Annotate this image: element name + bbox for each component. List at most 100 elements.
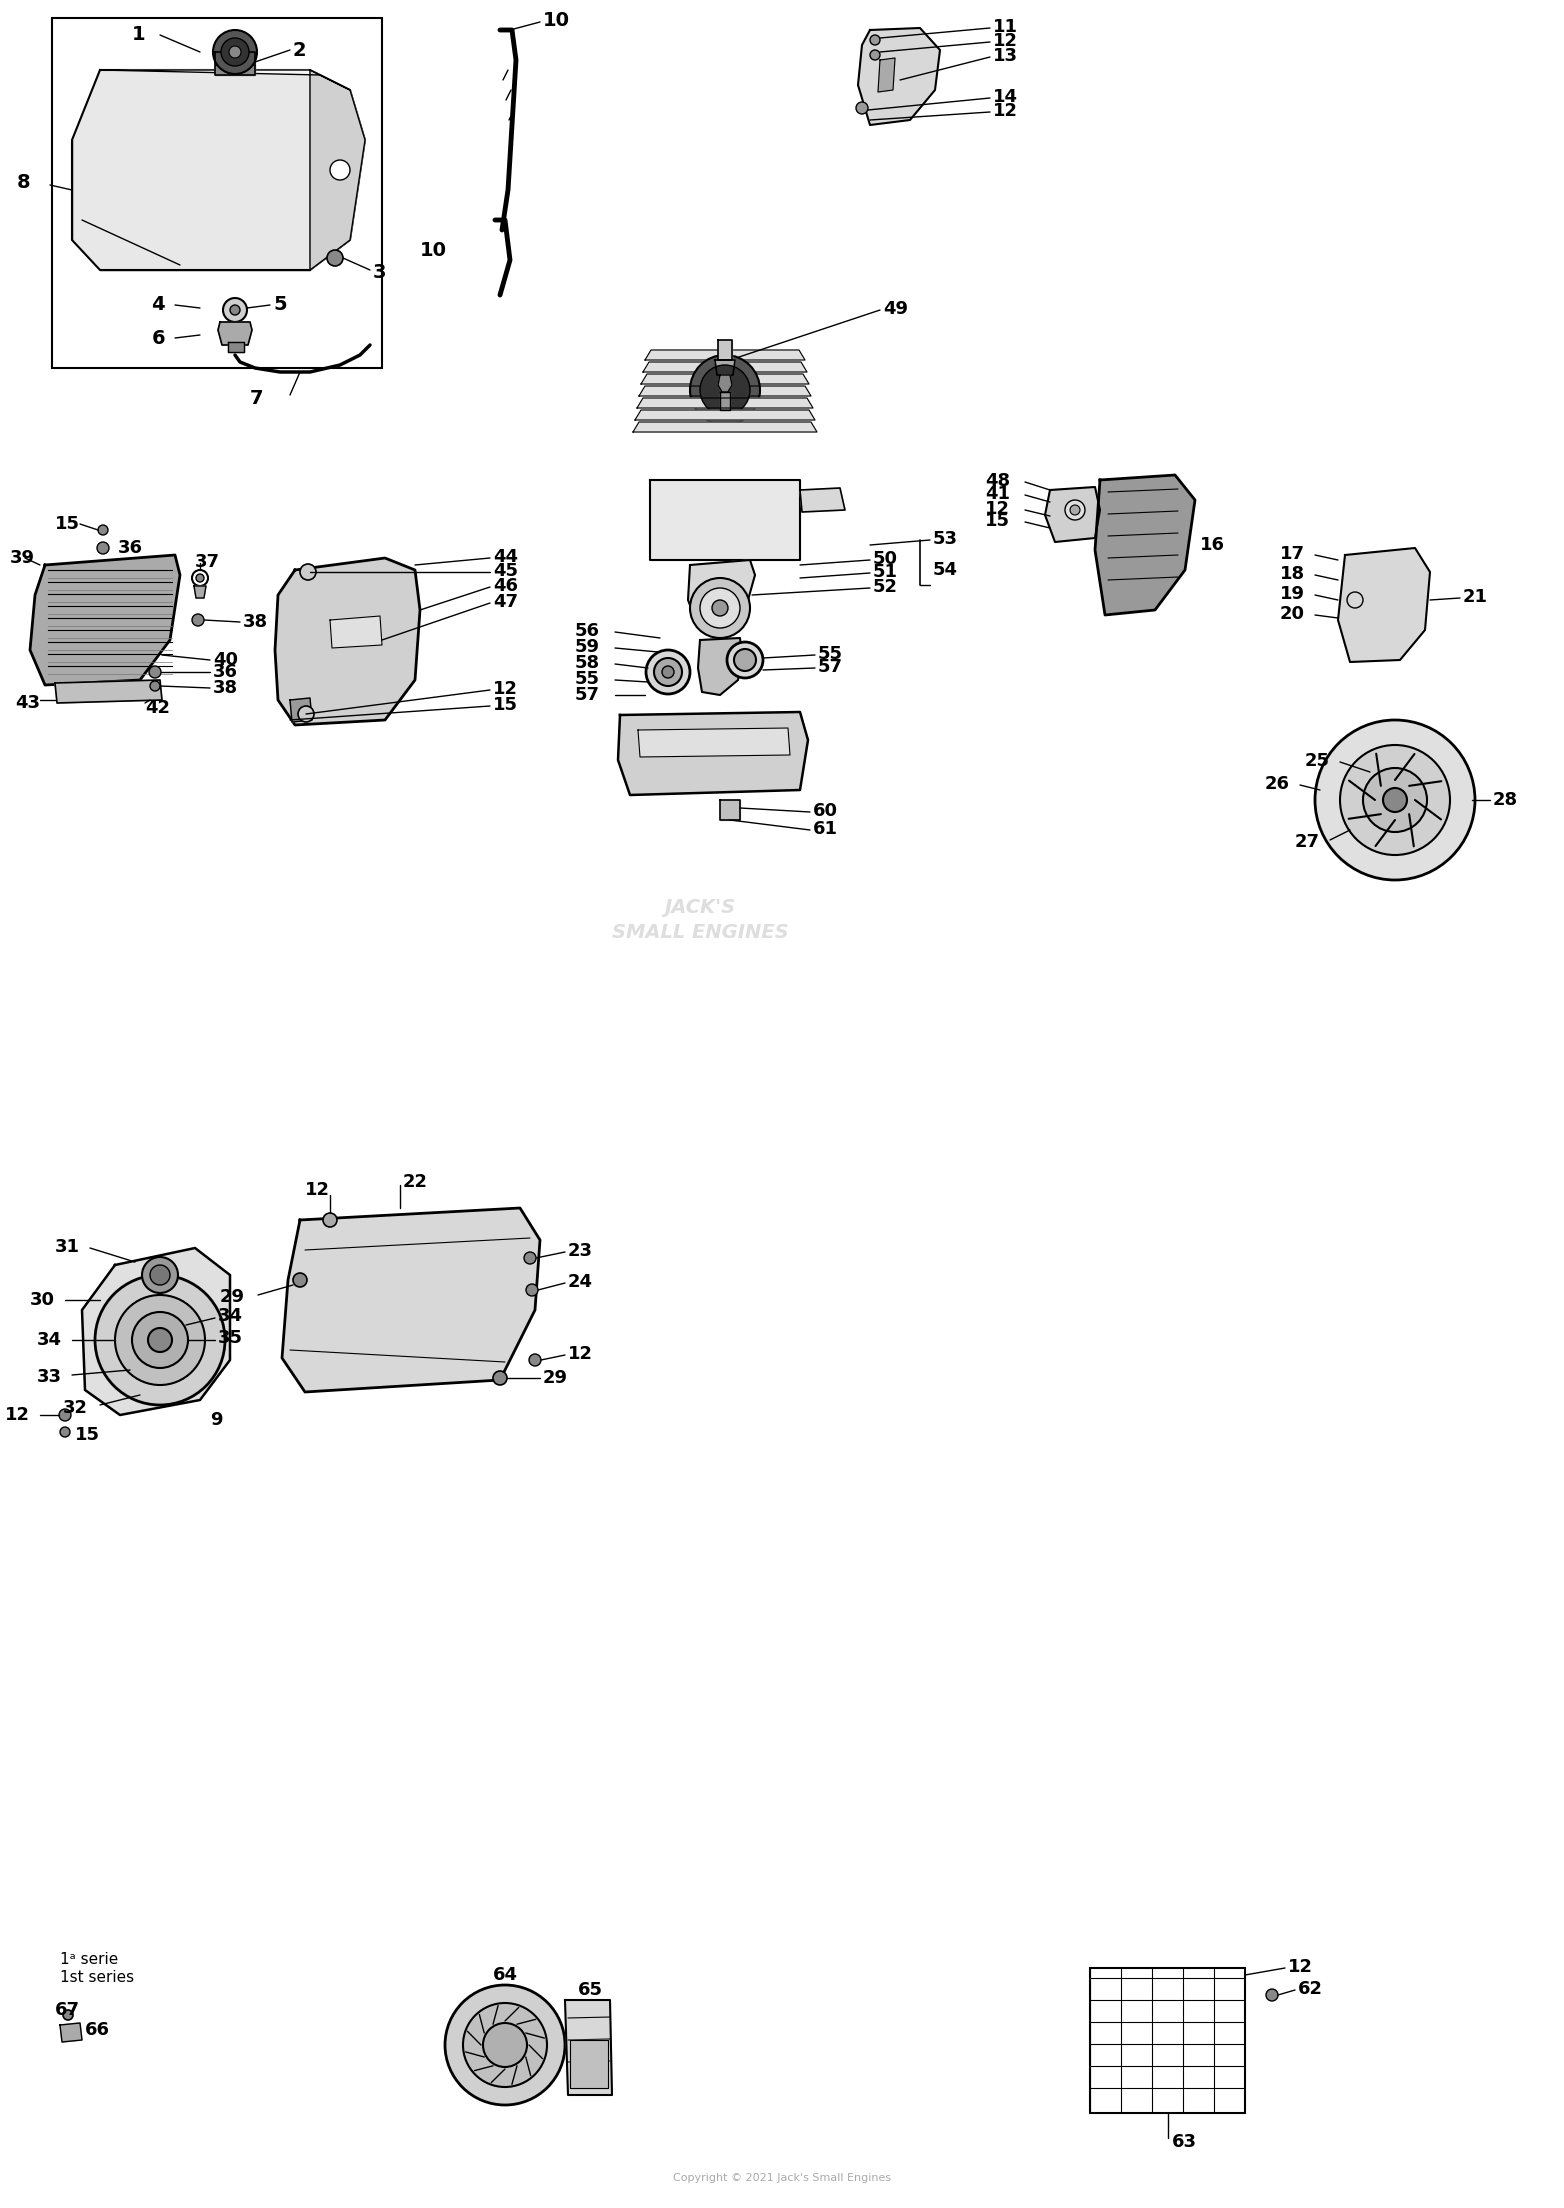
Polygon shape — [569, 2040, 608, 2089]
Polygon shape — [1337, 548, 1429, 662]
Circle shape — [446, 1985, 565, 2104]
Text: 62: 62 — [1298, 1981, 1323, 1998]
Polygon shape — [289, 698, 311, 722]
Text: 38: 38 — [213, 680, 238, 698]
Text: 42: 42 — [145, 700, 170, 718]
Text: 1: 1 — [131, 26, 145, 44]
Text: 56: 56 — [576, 623, 601, 640]
Polygon shape — [214, 53, 255, 75]
Text: 12: 12 — [305, 1181, 330, 1199]
Circle shape — [1265, 1989, 1278, 2000]
Circle shape — [97, 541, 109, 554]
Circle shape — [1065, 499, 1085, 521]
Circle shape — [196, 574, 203, 583]
Text: 43: 43 — [16, 693, 41, 711]
Polygon shape — [719, 393, 730, 411]
Text: 36: 36 — [213, 662, 238, 680]
Polygon shape — [59, 2023, 81, 2042]
Polygon shape — [641, 373, 809, 384]
Polygon shape — [100, 71, 350, 91]
Polygon shape — [1095, 475, 1195, 616]
Circle shape — [292, 1274, 307, 1287]
Circle shape — [524, 1252, 536, 1263]
Polygon shape — [55, 680, 163, 702]
Text: 55: 55 — [576, 669, 601, 689]
Circle shape — [690, 355, 760, 424]
Text: 11: 11 — [993, 18, 1018, 35]
Text: 12: 12 — [568, 1345, 593, 1362]
Text: 10: 10 — [543, 11, 569, 31]
Text: 33: 33 — [38, 1369, 63, 1387]
Text: 45: 45 — [493, 563, 518, 581]
Text: 36: 36 — [117, 539, 142, 556]
Polygon shape — [330, 616, 382, 647]
Text: 29: 29 — [221, 1287, 246, 1305]
Text: 12: 12 — [1289, 1958, 1314, 1976]
Circle shape — [327, 250, 343, 265]
Text: 67: 67 — [55, 2000, 80, 2018]
Text: 26: 26 — [1265, 775, 1290, 793]
Text: 39: 39 — [9, 550, 34, 567]
Circle shape — [142, 1256, 178, 1294]
Text: 30: 30 — [30, 1292, 55, 1309]
Text: 63: 63 — [1171, 2133, 1196, 2151]
Polygon shape — [81, 1248, 230, 1415]
Circle shape — [221, 38, 249, 66]
Polygon shape — [719, 799, 740, 819]
Circle shape — [1315, 720, 1475, 881]
Circle shape — [727, 643, 763, 678]
Polygon shape — [1045, 488, 1099, 541]
Text: 64: 64 — [493, 1965, 518, 1985]
Text: 12: 12 — [493, 680, 518, 698]
Circle shape — [712, 601, 727, 616]
Text: 8: 8 — [16, 174, 30, 192]
Text: 34: 34 — [38, 1331, 63, 1349]
Text: 25: 25 — [1304, 753, 1329, 771]
Text: 41: 41 — [985, 486, 1010, 503]
Text: 60: 60 — [813, 802, 838, 819]
Text: 27: 27 — [1295, 832, 1320, 850]
Text: 46: 46 — [493, 576, 518, 594]
Circle shape — [1070, 506, 1081, 514]
Polygon shape — [877, 57, 895, 93]
Text: 9: 9 — [210, 1411, 222, 1429]
Polygon shape — [310, 71, 364, 269]
Circle shape — [526, 1285, 538, 1296]
Text: 38: 38 — [242, 614, 267, 631]
Text: 51: 51 — [873, 563, 898, 581]
Circle shape — [299, 707, 314, 722]
Circle shape — [63, 2009, 74, 2020]
Polygon shape — [715, 360, 735, 375]
Polygon shape — [638, 729, 790, 757]
Polygon shape — [565, 2000, 612, 2095]
Text: 28: 28 — [1494, 790, 1519, 808]
Circle shape — [483, 2023, 527, 2067]
Circle shape — [734, 649, 755, 671]
Text: 29: 29 — [543, 1369, 568, 1387]
Circle shape — [1362, 768, 1426, 832]
Polygon shape — [275, 559, 421, 724]
Text: Copyright © 2021 Jack's Small Engines: Copyright © 2021 Jack's Small Engines — [673, 2173, 891, 2184]
Text: 12: 12 — [993, 102, 1018, 119]
Polygon shape — [637, 397, 813, 408]
Text: 54: 54 — [934, 561, 959, 578]
Text: 40: 40 — [213, 651, 238, 669]
Text: JACK'S
SMALL ENGINES: JACK'S SMALL ENGINES — [612, 899, 788, 943]
Text: 10: 10 — [421, 241, 447, 261]
Circle shape — [870, 35, 881, 44]
Polygon shape — [651, 479, 801, 561]
Polygon shape — [640, 386, 812, 395]
Circle shape — [463, 2003, 547, 2087]
Text: 32: 32 — [63, 1400, 88, 1418]
Text: 15: 15 — [985, 512, 1010, 530]
Polygon shape — [801, 488, 845, 512]
Text: 44: 44 — [493, 548, 518, 565]
Text: 47: 47 — [493, 594, 518, 612]
Text: 37: 37 — [196, 552, 221, 572]
Text: 31: 31 — [55, 1239, 80, 1256]
Text: 50: 50 — [873, 550, 898, 567]
Circle shape — [324, 1212, 336, 1228]
Text: 59: 59 — [576, 638, 601, 656]
Text: 1ᵃ serie: 1ᵃ serie — [59, 1952, 119, 1967]
Polygon shape — [282, 1208, 540, 1391]
